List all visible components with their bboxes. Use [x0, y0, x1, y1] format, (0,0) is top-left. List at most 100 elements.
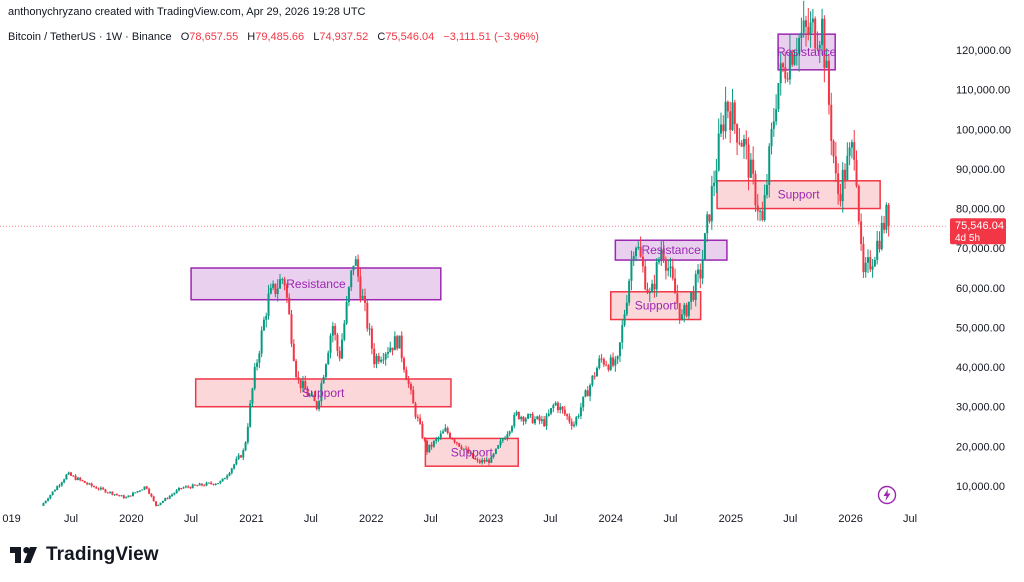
candle-body	[74, 475, 77, 480]
candle-body	[244, 442, 247, 451]
last-price-badge: 75,546.04 4d 5h	[950, 218, 1006, 245]
time-tick-label: Jul	[424, 513, 438, 525]
candle-body	[44, 500, 47, 504]
resistance-zone[interactable]	[190, 267, 442, 301]
candle-body	[403, 358, 406, 370]
candle-body	[56, 486, 59, 491]
support-zone[interactable]	[716, 180, 881, 210]
candle-body	[524, 418, 527, 422]
candle-body	[396, 336, 399, 349]
candle-body	[106, 492, 109, 494]
time-tick-label: Jul	[903, 513, 917, 525]
candle-body	[72, 475, 75, 477]
candle-body	[49, 494, 52, 499]
candle-body	[646, 289, 649, 293]
candle-body	[405, 369, 408, 381]
high-label: H	[247, 31, 256, 43]
ohlc-legend: Bitcoin / TetherUS · 1W · Binance O78,65…	[8, 31, 545, 43]
candle-body	[720, 124, 723, 134]
lightning-icon[interactable]	[877, 485, 897, 505]
candle-body	[368, 328, 371, 330]
candle-body	[53, 490, 56, 492]
candle-body	[488, 459, 491, 463]
candle-body	[697, 269, 700, 275]
time-tick-label: 2025	[719, 513, 743, 525]
candle-body	[329, 335, 332, 353]
candle-body	[92, 486, 95, 488]
candle-body	[554, 402, 557, 406]
candle-body	[299, 378, 302, 389]
candle-body	[460, 446, 463, 450]
price-tick-label: 50,000.00	[956, 322, 1005, 334]
candle-body	[260, 330, 263, 354]
candle-body	[65, 474, 68, 480]
candle-body	[343, 323, 346, 340]
candle-body	[584, 390, 587, 397]
candle-body	[648, 292, 651, 294]
brand-logo[interactable]: TradingView	[10, 544, 159, 566]
candle-body	[761, 210, 764, 221]
open-label: O	[180, 31, 190, 43]
candle-body	[662, 249, 665, 260]
candle-body	[258, 353, 261, 363]
resistance-zone[interactable]	[777, 33, 836, 71]
candle-body	[120, 495, 123, 497]
candle-body	[759, 210, 762, 212]
candle-body	[570, 421, 573, 426]
candle-body	[63, 479, 66, 483]
candle-body	[125, 497, 128, 499]
candle-body	[375, 355, 378, 365]
candle-body	[756, 205, 759, 212]
candle-body	[154, 501, 157, 506]
candle-body	[322, 377, 325, 384]
candle-body	[595, 368, 598, 377]
support-zone-label: Support	[451, 445, 494, 459]
candle-body	[883, 222, 886, 230]
candle-body	[715, 170, 718, 183]
close-value: 75,546.04	[385, 31, 435, 43]
candle-body	[173, 493, 176, 495]
candle-body	[678, 303, 681, 320]
candle-body	[864, 262, 867, 273]
candle-body	[249, 403, 252, 427]
candle-body	[722, 124, 725, 132]
candle-body	[717, 133, 720, 171]
candle-body	[823, 18, 826, 68]
candle-body	[239, 455, 242, 458]
candle-body	[692, 292, 695, 300]
candle-body	[641, 256, 644, 267]
candle-body	[357, 259, 360, 277]
support-zone[interactable]	[424, 437, 519, 467]
candle-body	[669, 266, 672, 269]
candle-body	[687, 301, 690, 317]
price-tick-label: 80,000.00	[956, 204, 1005, 216]
candle-body	[651, 283, 654, 293]
candle-body	[694, 274, 697, 300]
candle-body	[676, 293, 679, 304]
candle-body	[60, 482, 63, 486]
symbol-label[interactable]: Bitcoin / TetherUS · 1W · Binance	[8, 31, 172, 43]
candle-body	[200, 483, 203, 486]
candle-body	[118, 494, 121, 496]
candle-body	[76, 477, 79, 480]
candle-body	[446, 428, 449, 434]
time-tick-label: Jul	[184, 513, 198, 525]
time-axis[interactable]: 019 Jul 2020 Jul 2021 Jul 2022 Jul 2023 Jul 2024 Ju…	[2, 513, 917, 525]
candle-body	[568, 416, 571, 422]
candle-body	[768, 146, 771, 185]
candle-body	[867, 257, 870, 263]
last-price-badge-price: 75,546.04	[955, 220, 1004, 232]
candle-body	[699, 269, 702, 279]
candle-body	[109, 491, 112, 493]
time-tick-label: Jul	[783, 513, 797, 525]
candle-body	[545, 415, 548, 427]
candle-body	[324, 364, 327, 378]
candle-body	[623, 314, 626, 326]
candle-body	[550, 408, 553, 414]
price-tick-label: 100,000.00	[956, 124, 1011, 136]
candle-body	[442, 431, 445, 434]
candle-body	[380, 359, 383, 362]
candle-body	[607, 365, 610, 370]
price-axis[interactable]: 10,000.00 20,000.00 30,000.00 40,000.00 50,0…	[956, 45, 1011, 493]
